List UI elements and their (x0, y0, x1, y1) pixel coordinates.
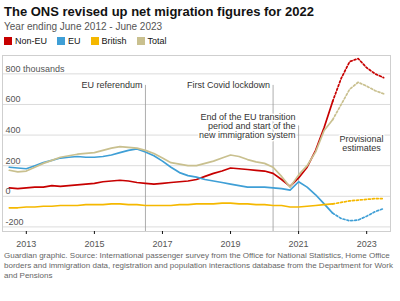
html-text:EU: EU (68, 36, 81, 46)
svg-text:2021: 2021 (289, 239, 309, 249)
html-text:Total: Total (147, 36, 167, 46)
svg-text:-200: -200 (6, 217, 24, 227)
svg-text:EU referendum: EU referendum (81, 80, 142, 90)
html-text:Guardian graphic. Source: Inte: Guardian graphic. Source: International … (4, 251, 393, 280)
html-text:Non-EU: Non-EU (15, 36, 47, 46)
html-text:Year ending June 2012 - June 2: Year ending June 2012 - June 2023 (4, 21, 163, 32)
svg-text:800 thousands: 800 thousands (6, 64, 66, 74)
svg-text:2023: 2023 (357, 239, 377, 249)
svg-text:First Covid lockdown: First Covid lockdown (187, 80, 270, 90)
svg-text:2017: 2017 (152, 239, 172, 249)
svg-text:2013: 2013 (16, 239, 36, 249)
svg-text:600: 600 (6, 94, 21, 104)
svg-text:2015: 2015 (84, 239, 104, 249)
html-text:The ONS revised up net migrati: The ONS revised up net migration figures… (4, 4, 314, 19)
svg-text:End of the EU transitionperiod: End of the EU transitionperiod and start… (199, 112, 296, 140)
svg-text:200: 200 (6, 156, 21, 166)
svg-text:400: 400 (6, 125, 21, 135)
svg-text:Provisionalestimates: Provisionalestimates (340, 134, 384, 153)
svg-text:2019: 2019 (221, 239, 241, 249)
svg-text:0: 0 (6, 186, 11, 196)
html-text:British: British (101, 36, 127, 46)
